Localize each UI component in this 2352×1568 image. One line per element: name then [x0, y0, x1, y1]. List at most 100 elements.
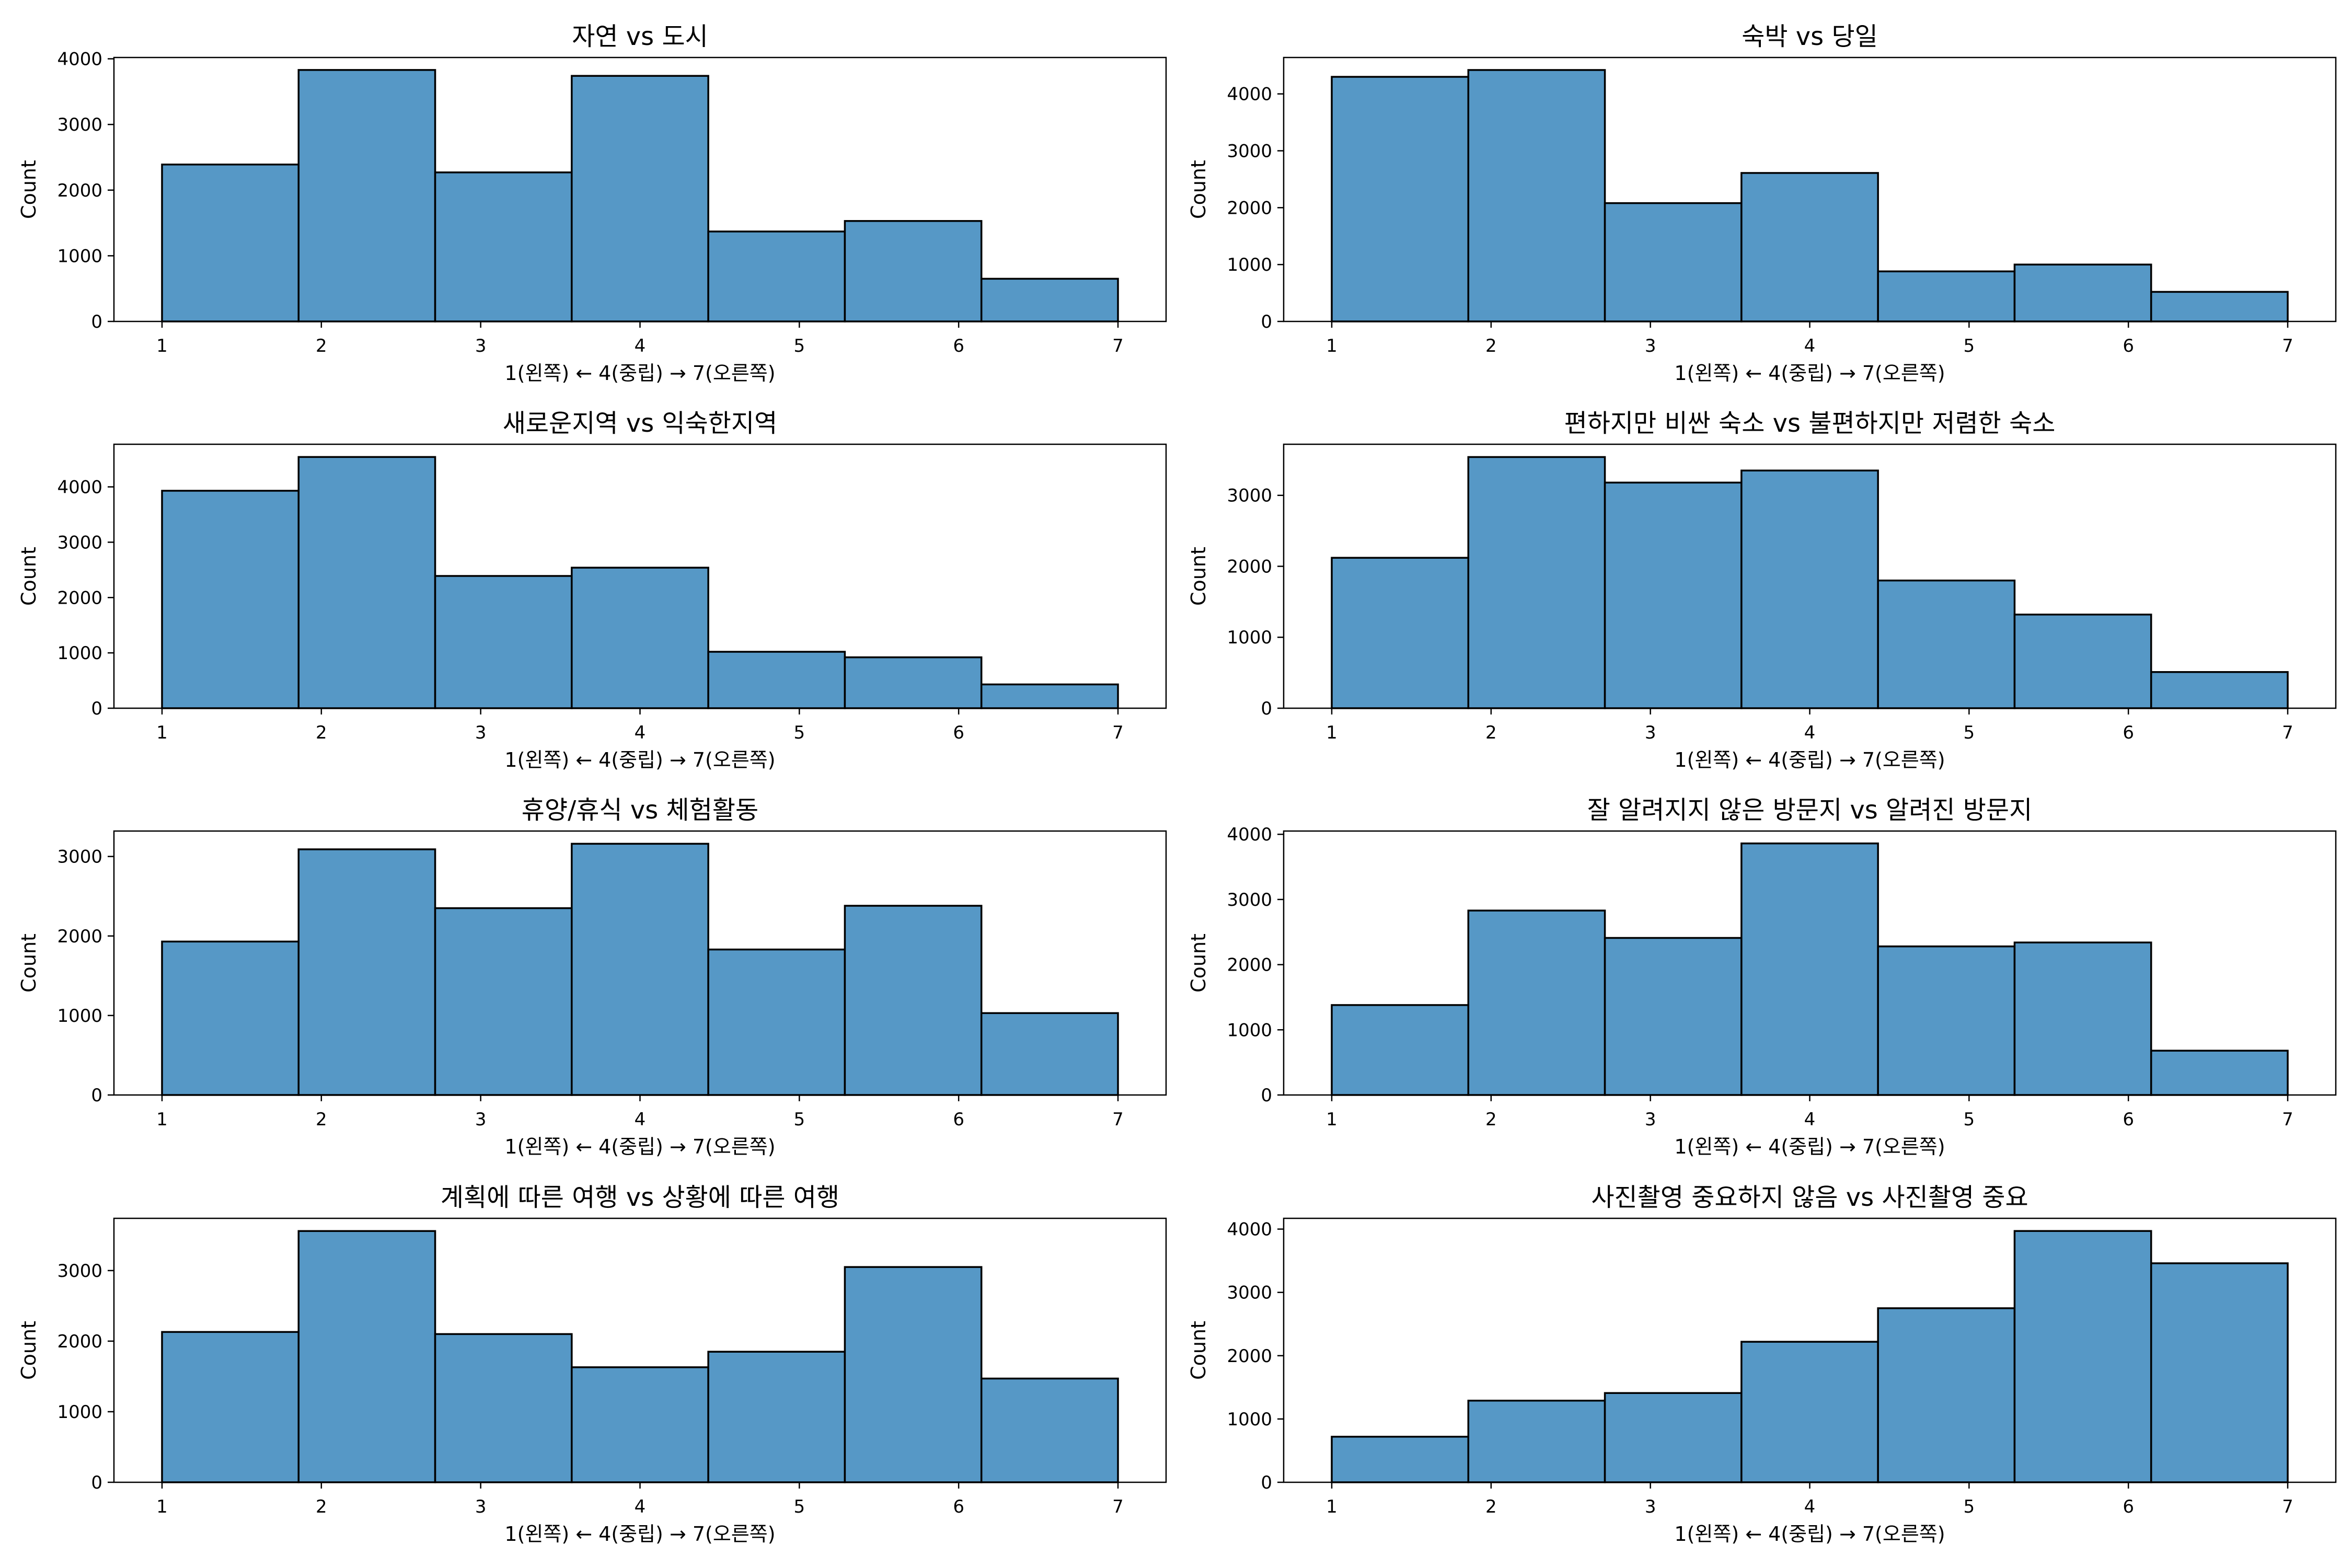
y-tick-label: 3000 — [1227, 486, 1272, 506]
histogram-bar — [2150, 1262, 2289, 1483]
histogram-bar — [161, 164, 300, 322]
histogram-bar — [1331, 1004, 1470, 1096]
histogram-bar — [2150, 291, 2289, 322]
histogram-bar — [297, 69, 436, 322]
histogram-bar — [1740, 172, 1879, 322]
chart-title: 숙박 vs 당일 — [1742, 22, 1878, 51]
x-tick-label: 5 — [1964, 336, 1975, 356]
histogram-bar — [1877, 270, 2016, 322]
y-axis-label: Count — [1187, 1321, 1210, 1380]
histogram-bar — [297, 456, 436, 709]
y-axis-label: Count — [1187, 160, 1210, 219]
x-tick-label: 7 — [2282, 722, 2293, 743]
histogram-bar — [161, 1331, 300, 1483]
histogram-panel-6: 1 2 3 4 5 6 7 0 1000 2000 3000 4000 잘 알려지지 않은 방문지 vs… — [1187, 795, 2337, 1158]
x-tick-label: 2 — [316, 336, 327, 356]
x-tick-label: 6 — [2123, 722, 2134, 743]
histogram-bar — [571, 1366, 709, 1483]
histogram-panel-7: 1 2 3 4 5 6 7 0 1000 2000 3000 계획에 따른 여행 vs 상황에 따른 … — [17, 1183, 1167, 1546]
histogram-bar — [2150, 1050, 2289, 1096]
histogram-bar — [707, 1351, 846, 1483]
x-tick-label: 5 — [794, 1496, 805, 1517]
x-tick-label: 3 — [1645, 722, 1656, 743]
histogram-bar — [844, 656, 983, 709]
y-tick-label: 3000 — [57, 847, 102, 868]
x-tick-label: 1 — [156, 1496, 168, 1517]
x-tick-label: 7 — [2282, 336, 2293, 356]
histogram-bar — [707, 948, 846, 1096]
histogram-bar — [1331, 1436, 1470, 1483]
x-axis-label: 1(왼쪽) ← 4(중립) → 7(오른쪽) — [1674, 1135, 1945, 1158]
chart-title: 계획에 따른 여행 vs 상황에 따른 여행 — [441, 1183, 839, 1212]
histogram-bar — [161, 940, 300, 1096]
x-axis-label: 1(왼쪽) ← 4(중립) → 7(오른쪽) — [504, 362, 775, 385]
y-tick-label: 4000 — [1227, 1219, 1272, 1240]
histogram-bar — [571, 843, 709, 1096]
chart-title: 휴양/휴식 vs 체험활동 — [522, 795, 758, 825]
y-axis-label: Count — [17, 1321, 40, 1380]
y-tick-label: 0 — [1261, 1472, 1272, 1493]
chart-title: 새로운지역 vs 익숙한지역 — [503, 409, 778, 438]
x-axis-label: 1(왼쪽) ← 4(중립) → 7(오른쪽) — [1674, 748, 1945, 771]
histogram-bar — [844, 220, 983, 322]
x-tick-label: 7 — [1112, 722, 1124, 743]
x-tick-label: 6 — [953, 336, 964, 356]
y-tick-label: 2000 — [57, 180, 102, 201]
histogram-bar — [980, 683, 1119, 709]
histogram-bar — [1467, 909, 1606, 1096]
x-tick-label: 7 — [2282, 1109, 2293, 1130]
y-tick-label: 2000 — [1227, 198, 1272, 218]
x-tick-label: 5 — [1964, 722, 1975, 743]
x-axis-label: 1(왼쪽) ← 4(중립) → 7(오른쪽) — [1674, 1523, 1945, 1546]
y-tick-label: 3000 — [57, 532, 102, 553]
x-tick-label: 2 — [316, 1109, 327, 1130]
x-tick-label: 4 — [635, 722, 646, 743]
y-tick-label: 2000 — [57, 926, 102, 947]
x-tick-label: 2 — [1485, 336, 1497, 356]
x-axis-label: 1(왼쪽) ← 4(중립) → 7(오른쪽) — [504, 1135, 775, 1158]
histogram-bar — [844, 1266, 983, 1483]
histogram-bar — [161, 490, 300, 709]
histogram-bar — [1740, 1341, 1879, 1483]
histogram-bar — [2013, 614, 2152, 709]
y-tick-label: 4000 — [1227, 824, 1272, 845]
x-axis-label: 1(왼쪽) ← 4(중립) → 7(오른쪽) — [504, 748, 775, 771]
histogram-bar — [2150, 671, 2289, 709]
y-axis-label: Count — [17, 160, 40, 219]
x-tick-label: 3 — [475, 1109, 487, 1130]
y-tick-label: 4000 — [57, 477, 102, 498]
histogram-bar — [571, 567, 709, 709]
x-tick-label: 1 — [156, 1109, 168, 1130]
x-tick-label: 3 — [1645, 336, 1656, 356]
histogram-panel-2: 1 2 3 4 5 6 7 0 1000 2000 3000 4000 숙박 vs 당일 1(왼쪽) ← … — [1187, 22, 2337, 385]
histogram-bar — [1467, 69, 1606, 322]
x-tick-label: 4 — [635, 1496, 646, 1517]
histogram-bar — [1877, 945, 2016, 1096]
histogram-bar — [434, 575, 573, 709]
x-tick-label: 5 — [1964, 1496, 1975, 1517]
x-tick-label: 7 — [1112, 1109, 1124, 1130]
y-tick-label: 2000 — [57, 1331, 102, 1352]
x-tick-label: 4 — [1804, 1496, 1816, 1517]
y-tick-label: 3000 — [1227, 890, 1272, 910]
x-tick-label: 3 — [1645, 1109, 1656, 1130]
x-tick-label: 2 — [1485, 1109, 1497, 1130]
y-tick-label: 4000 — [1227, 84, 1272, 105]
x-tick-label: 2 — [1485, 1496, 1497, 1517]
chart-title: 편하지만 비싼 숙소 vs 불편하지만 저렴한 숙소 — [1564, 409, 2056, 438]
x-tick-label: 4 — [1804, 722, 1816, 743]
histogram-bar — [980, 1012, 1119, 1096]
histogram-panel-4: 1 2 3 4 5 6 7 0 1000 2000 3000 편하지만 비싼 숙소 vs 불편하지만 … — [1187, 409, 2337, 771]
y-tick-label: 3000 — [1227, 1283, 1272, 1304]
y-tick-label: 0 — [1261, 312, 1272, 332]
x-tick-label: 2 — [316, 1496, 327, 1517]
y-axis-label: Count — [17, 547, 40, 606]
histogram-bar — [297, 1230, 436, 1483]
x-tick-label: 2 — [1485, 722, 1497, 743]
x-axis-label: 1(왼쪽) ← 4(중립) → 7(오른쪽) — [504, 1523, 775, 1546]
y-tick-label: 0 — [91, 1472, 102, 1493]
y-tick-label: 0 — [91, 1085, 102, 1106]
y-tick-label: 0 — [91, 312, 102, 332]
x-tick-label: 1 — [156, 722, 168, 743]
x-tick-label: 1 — [1326, 1109, 1338, 1130]
